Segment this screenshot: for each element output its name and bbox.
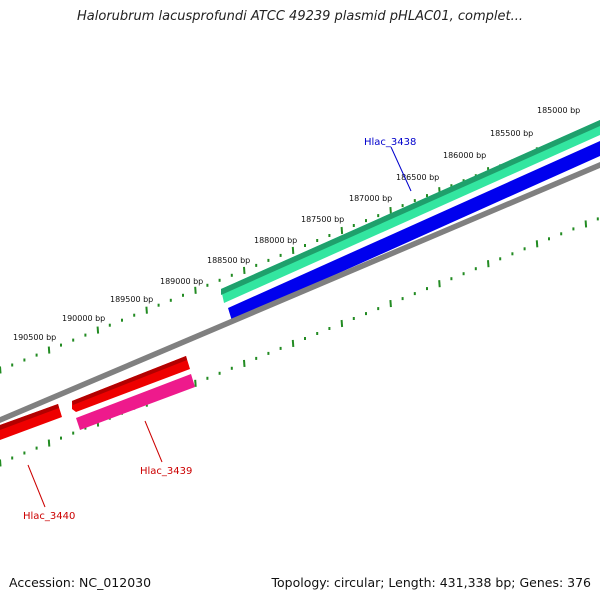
reverse-track-major-tick bbox=[47, 439, 51, 447]
forward-gene-highlight bbox=[221, 120, 600, 295]
reverse-gene-hlac-3439[interactable] bbox=[76, 374, 195, 430]
scale-label: 186500 bp bbox=[396, 173, 439, 182]
reverse-cds-hlac-3440[interactable] bbox=[0, 404, 62, 440]
scale-label: 187500 bp bbox=[301, 215, 344, 224]
reverse-track-major-tick bbox=[291, 339, 295, 347]
scale-label: 185000 bp bbox=[537, 106, 580, 115]
gene-label-hlac-3440[interactable]: Hlac_3440 bbox=[23, 511, 75, 522]
scale-label: 185500 bp bbox=[490, 129, 533, 138]
leader-line-hlac-3440 bbox=[27, 464, 46, 508]
accession-text: Accession: NC_012030 bbox=[9, 575, 152, 590]
forward-track-major-tick bbox=[96, 326, 100, 334]
forward-track-major-tick bbox=[145, 306, 148, 314]
sequence-backbone bbox=[0, 162, 600, 423]
scale-label: 188500 bp bbox=[207, 256, 250, 265]
forward-track-major-tick bbox=[389, 207, 392, 215]
forward-track-major-tick bbox=[340, 226, 344, 235]
reverse-track-major-tick bbox=[438, 280, 441, 288]
topology-summary: Topology: circular; Length: 431,338 bp; … bbox=[271, 575, 592, 590]
scale-label: 189000 bp bbox=[160, 277, 203, 286]
scale-label: 189500 bp bbox=[110, 295, 153, 304]
forward-track-major-tick bbox=[0, 366, 2, 374]
reverse-track-major-tick bbox=[0, 459, 2, 467]
reverse-track-major-tick bbox=[243, 359, 246, 367]
gene-label-hlac-3438[interactable]: Hlac_3438 bbox=[364, 137, 416, 148]
scale-labels: 185000 bp 185500 bp 186000 bp 186500 bp 1870… bbox=[13, 106, 580, 342]
reverse-track-major-tick bbox=[194, 379, 197, 387]
forward-track-major-tick bbox=[291, 246, 295, 254]
scale-label: 190500 bp bbox=[13, 333, 56, 342]
reverse-track-major-tick bbox=[535, 240, 539, 248]
scale-label: 186000 bp bbox=[443, 151, 486, 160]
reverse-track-major-tick bbox=[340, 319, 344, 328]
leader-line-hlac-3439 bbox=[144, 420, 163, 463]
scale-label: 190000 bp bbox=[62, 314, 105, 323]
scale-label: 188000 bp bbox=[254, 236, 297, 245]
forward-track-major-tick bbox=[47, 346, 51, 354]
reverse-cds-hlac-3440-shade bbox=[0, 404, 59, 430]
reverse-track-major-tick bbox=[584, 220, 588, 228]
reverse-cds-hlac-3439-shade bbox=[72, 356, 187, 405]
forward-track-major-tick bbox=[194, 286, 197, 294]
forward-track-major-tick bbox=[243, 266, 246, 274]
reverse-track-major-tick bbox=[487, 260, 490, 268]
forward-cds-feature[interactable] bbox=[228, 141, 600, 321]
leader-line-hlac-3438 bbox=[390, 146, 412, 192]
scale-label: 187000 bp bbox=[349, 194, 392, 203]
reverse-track-major-tick bbox=[389, 300, 392, 308]
gene-label-hlac-3439[interactable]: Hlac_3439 bbox=[140, 466, 192, 477]
map-title: Halorubrum lacusprofundi ATCC 49239 plas… bbox=[77, 9, 523, 24]
